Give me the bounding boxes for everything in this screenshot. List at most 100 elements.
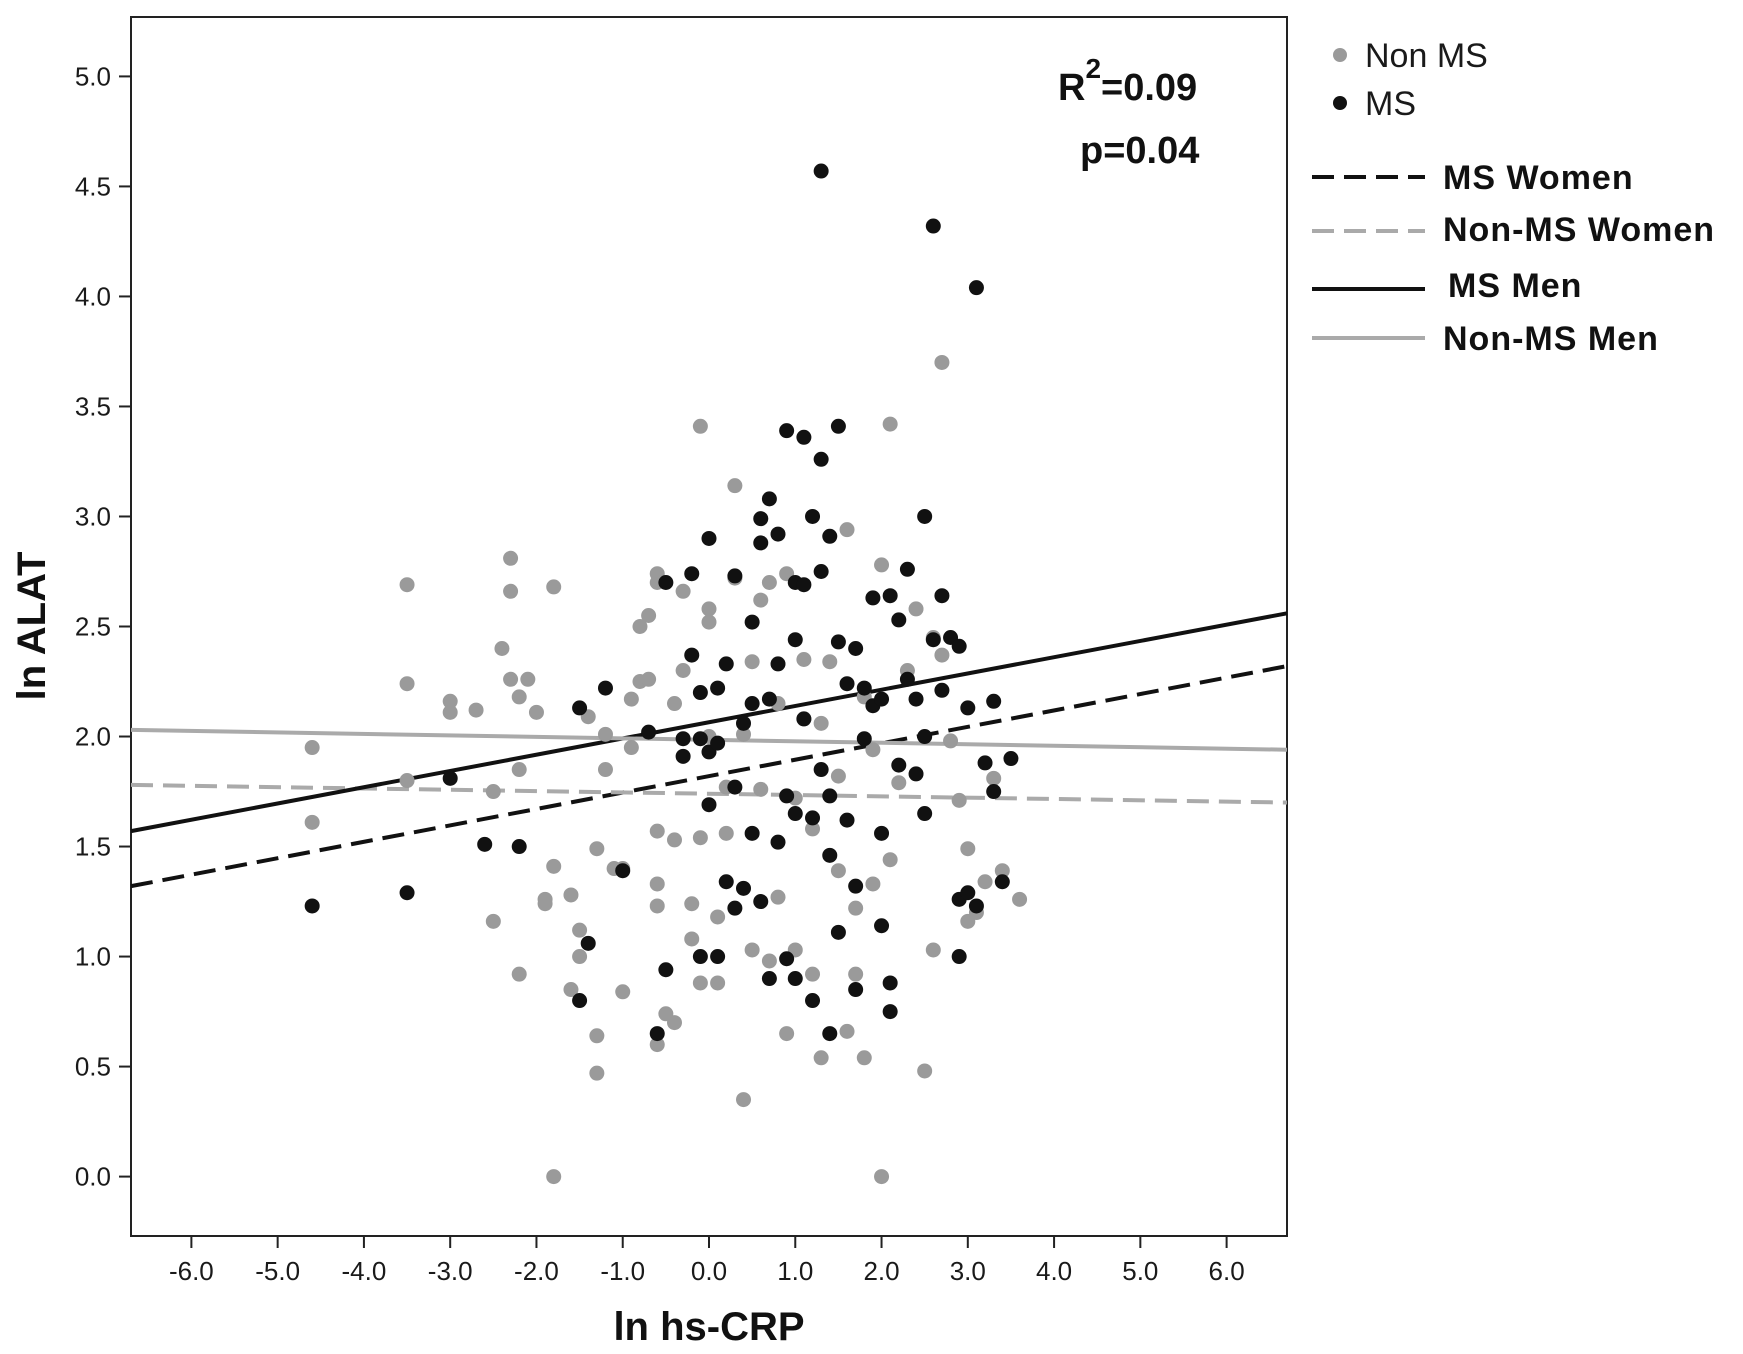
y-tick-label-3: 1.5 [75, 832, 111, 862]
point-non-ms-45 [649, 823, 665, 839]
point-ms-2 [442, 770, 458, 786]
y-tick-label-9: 4.5 [75, 171, 111, 201]
point-ms-17 [684, 647, 700, 663]
point-non-ms-118 [986, 770, 1002, 786]
point-ms-12 [658, 962, 674, 978]
point-ms-102 [960, 885, 976, 901]
y-tick-label-5: 2.5 [75, 612, 111, 642]
y-tick-label-7: 3.5 [75, 391, 111, 421]
point-non-ms-52 [666, 696, 682, 712]
x-tick-label-4: -2.0 [514, 1256, 559, 1286]
point-non-ms-21 [546, 579, 562, 595]
point-ms-42 [761, 971, 777, 987]
point-ms-85 [891, 612, 907, 628]
point-ms-46 [779, 423, 795, 439]
point-non-ms-100 [874, 1169, 890, 1185]
x-tick-label-11: 5.0 [1122, 1256, 1158, 1286]
stats-annotation: R2=0.09 p=0.04 [1058, 53, 1199, 172]
point-ms-5 [572, 700, 588, 716]
x-axis-title: ln hs-CRP [613, 1305, 804, 1349]
y-tick-label-2: 1.0 [75, 942, 111, 972]
legend-label-non-ms: Non MS [1365, 37, 1488, 75]
point-non-ms-32 [597, 726, 613, 742]
point-ms-97 [934, 682, 950, 698]
point-non-ms-83 [796, 652, 812, 668]
point-non-ms-56 [684, 896, 700, 912]
point-ms-63 [822, 528, 838, 544]
legend-marker-non-ms [1333, 48, 1347, 62]
svg-text:R2=0.09: R2=0.09 [1058, 53, 1197, 109]
point-ms-110 [1003, 751, 1019, 767]
point-non-ms-55 [684, 931, 700, 947]
point-non-ms-91 [830, 863, 846, 879]
point-non-ms-115 [960, 841, 976, 857]
point-non-ms-27 [572, 949, 588, 965]
point-non-ms-61 [701, 601, 717, 617]
point-ms-47 [779, 788, 795, 804]
x-tick-label-9: 3.0 [950, 1256, 986, 1286]
point-ms-69 [830, 924, 846, 940]
point-ms-60 [813, 762, 829, 778]
point-ms-1 [399, 885, 415, 901]
point-ms-9 [615, 863, 631, 879]
point-non-ms-117 [977, 874, 993, 890]
point-non-ms-63 [710, 909, 726, 925]
point-non-ms-101 [874, 557, 890, 573]
point-non-ms-95 [848, 900, 864, 916]
point-ms-78 [865, 590, 881, 606]
x-axis: -6.0 -5.0 -4.0 -3.0 -2.0 -1.0 0.0 1.0 2.0 3.0 4.0 5… [169, 1236, 1245, 1286]
point-non-ms-59 [692, 418, 708, 434]
y-tick-label-6: 3.0 [75, 501, 111, 531]
point-ms-7 [572, 993, 588, 1009]
point-non-ms-77 [770, 889, 786, 905]
point-non-ms-8 [485, 784, 501, 800]
point-ms-61 [813, 451, 829, 467]
point-non-ms-12 [503, 583, 519, 599]
point-non-ms-41 [641, 607, 657, 623]
point-ms-6 [580, 935, 596, 951]
p-value: p=0.04 [1080, 130, 1199, 172]
legend: Non MS MS MS Women Non-MS Women MS Men N… [1312, 37, 1714, 358]
x-tick-label-2: -4.0 [342, 1256, 387, 1286]
point-ms-16 [684, 566, 700, 582]
point-non-ms-71 [744, 654, 760, 670]
point-ms-58 [805, 993, 821, 1009]
point-ms-92 [917, 806, 933, 822]
y-tick-label-10: 5.0 [75, 61, 111, 91]
point-non-ms-14 [511, 689, 527, 705]
point-ms-89 [908, 691, 924, 707]
point-ms-38 [753, 894, 769, 910]
point-non-ms-104 [891, 775, 907, 791]
point-ms-106 [977, 755, 993, 771]
point-ms-26 [710, 949, 726, 965]
point-non-ms-10 [494, 641, 510, 657]
point-non-ms-86 [805, 966, 821, 982]
point-ms-108 [986, 784, 1002, 800]
point-ms-74 [848, 878, 864, 894]
point-non-ms-46 [649, 876, 665, 892]
point-non-ms-53 [675, 583, 691, 599]
point-ms-41 [761, 691, 777, 707]
point-ms-48 [779, 951, 795, 967]
point-non-ms-73 [753, 592, 769, 608]
point-non-ms-113 [951, 792, 967, 808]
point-ms-30 [727, 568, 743, 584]
point-non-ms-9 [485, 913, 501, 929]
point-non-ms-88 [813, 715, 829, 731]
point-non-ms-4 [399, 773, 415, 789]
point-ms-105 [968, 898, 984, 914]
y-tick-label-4: 2.0 [75, 722, 111, 752]
point-non-ms-2 [399, 577, 415, 593]
point-non-ms-6 [442, 704, 458, 720]
point-ms-76 [856, 731, 872, 747]
point-non-ms-85 [805, 821, 821, 837]
r2-superscript: 2 [1085, 53, 1101, 84]
point-non-ms-22 [546, 858, 562, 874]
point-ms-57 [805, 508, 821, 524]
point-ms-51 [787, 971, 803, 987]
point-ms-31 [727, 900, 743, 916]
point-ms-70 [839, 676, 855, 692]
point-non-ms-102 [882, 852, 898, 868]
point-non-ms-106 [908, 601, 924, 617]
